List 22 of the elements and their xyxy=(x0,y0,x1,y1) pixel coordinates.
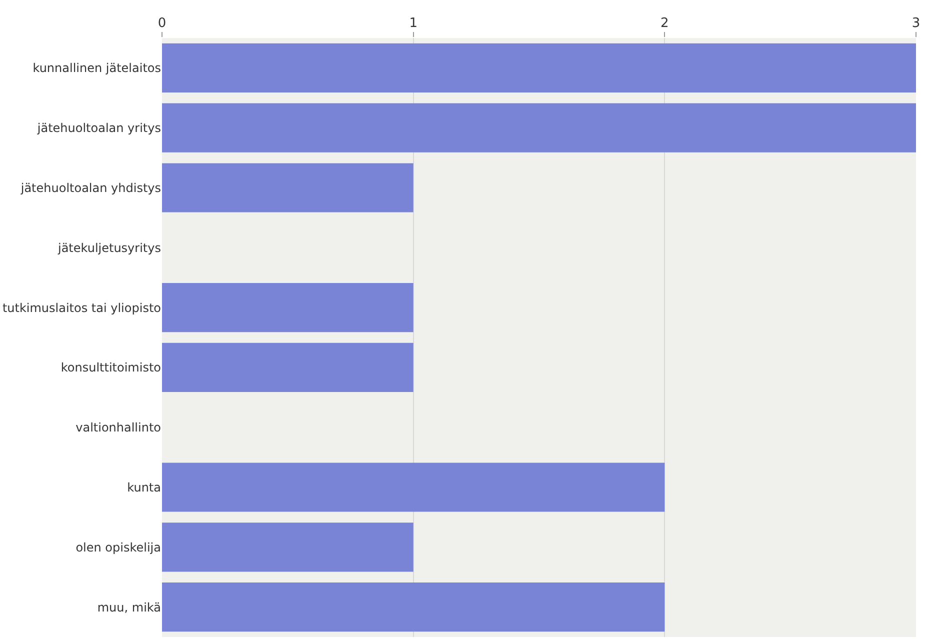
bar xyxy=(162,282,414,332)
bar xyxy=(162,582,665,632)
y-tick-label: tutkimuslaitos tai yliopisto xyxy=(2,300,161,315)
x-tick-label: 0 xyxy=(158,16,166,31)
x-tick-label: 3 xyxy=(912,16,920,31)
bar xyxy=(162,342,414,392)
y-tick-label: kunta xyxy=(127,480,161,494)
y-tick-label: jätehuoltoalan yhdistys xyxy=(20,180,161,195)
y-tick-label: kunnallinen jätelaitos xyxy=(32,61,161,76)
bar xyxy=(162,522,414,572)
bar xyxy=(162,462,665,512)
y-tick-label: konsulttitoimisto xyxy=(60,360,161,375)
y-tick-label: jätehuoltoalan yritys xyxy=(36,121,161,136)
y-tick-label: valtionhallinto xyxy=(76,420,161,435)
y-tick-label: muu, mikä xyxy=(97,600,161,614)
bar xyxy=(162,43,916,93)
y-tick-label: jätekuljetusyritys xyxy=(56,240,161,255)
bar xyxy=(162,103,916,152)
x-tick-label: 1 xyxy=(409,16,418,31)
y-tick-label: olen opiskelija xyxy=(76,540,161,554)
x-tick-label: 2 xyxy=(660,16,669,31)
bar xyxy=(162,163,414,212)
